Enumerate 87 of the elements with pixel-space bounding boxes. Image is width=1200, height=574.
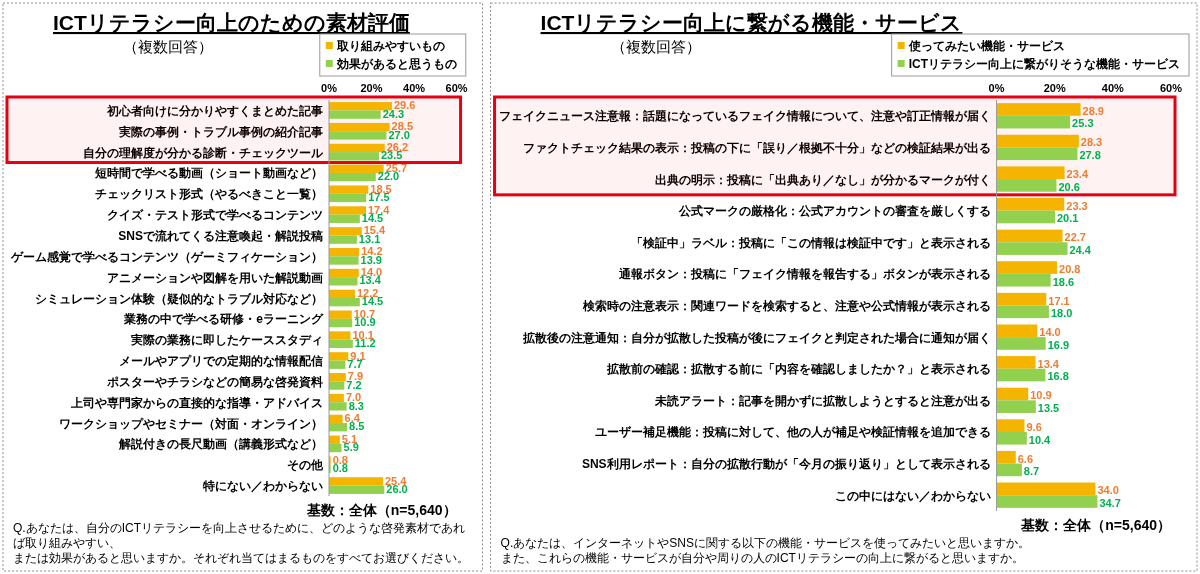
data-label: 6.6 — [1017, 452, 1034, 465]
data-label: 9.1 — [350, 349, 366, 362]
y-tick-label: チェックリスト形式（やるべきこと一覧） — [95, 187, 323, 202]
data-label: 10.9 — [1030, 389, 1052, 402]
data-label: 27.8 — [1079, 149, 1101, 162]
y-tick-label: アニメーションや図解を用いた解説動画 — [107, 270, 323, 285]
text: Q.あなたは、自分のICTリテラシーを向上させるために、どのような啓発素材であれば取り組みやすい、 — [13, 521, 465, 550]
data-label: 28.3 — [1080, 136, 1103, 149]
y-tick-label: 初心者向けに分かりやすくまとめた記事 — [106, 103, 323, 118]
data-label: 14.0 — [1039, 326, 1061, 339]
y-tick-label: ポスターやチラシなどの簡易な啓発資料 — [106, 374, 323, 389]
text: （複数回答） — [610, 38, 701, 55]
text: ICTリテラシー向上に繋がる機能・サービス — [540, 11, 963, 34]
legend-label: ICTリテラシー向上に繋がりそうな機能・サービス — [908, 57, 1180, 71]
y-tick-label: SNSで流れてくる注意喚起・解説投稿 — [118, 228, 323, 243]
data-label: 34.0 — [1097, 484, 1119, 497]
data-label: 15.4 — [363, 224, 387, 237]
y-tick-label: ファクトチェック結果の表示：投稿の下に「誤り／根拠不十分」などの検証結果が出る — [522, 140, 991, 155]
y-tick-label: 解説付きの長尺動画（講義形式など） — [118, 437, 323, 452]
data-label: 18.6 — [1052, 275, 1075, 288]
x-tick-label: 0% — [321, 82, 338, 94]
text: または効果があると思いますか。それぞれ当てはまるものをすべてお選びください。 — [13, 551, 469, 565]
data-label: 24.4 — [1069, 243, 1092, 256]
y-tick-label: ユーザー補足機能：投稿に対して、他の人が補足や検証情報を追加できる — [594, 425, 991, 440]
data-label: 18.0 — [1050, 307, 1073, 320]
y-tick-label: メールやアプリでの定期的な情報配信 — [119, 354, 323, 369]
y-tick-label: クイズ・テスト形式で学べるコンテンツ — [107, 208, 323, 223]
legend-label: 取り組みやすいもの — [335, 39, 445, 53]
y-tick-label: 拡散前の確認：拡散する前に「内容を確認しましたか？」と表示される — [605, 362, 991, 377]
data-label: 13.4 — [1037, 357, 1060, 370]
y-tick-label: 「検証中」ラベル：投稿に「この情報は検証中です」と表示される — [630, 235, 991, 250]
y-tick-label: 上司や専門家からの直接的な指導・アドバイス — [70, 395, 323, 410]
data-label: 17.4 — [368, 203, 391, 216]
data-label: 16.8 — [1047, 370, 1069, 383]
text: Q.あなたは、インターネットやSNSに関する以下の機能・サービスを使ってみたいと思いますか。 — [500, 536, 1030, 550]
data-label: 23.4 — [1066, 168, 1089, 181]
data-label: 29.6 — [393, 99, 416, 112]
data-label: 16.9 — [1047, 338, 1070, 351]
x-tick-label: 60% — [1159, 82, 1183, 94]
data-label: 23.3 — [1066, 199, 1088, 212]
y-tick-label: 業務の中で学べる研修・eラーニング — [123, 312, 324, 327]
y-tick-label: ワークショップやセミナー（対面・オンライン） — [59, 416, 323, 431]
x-tick-label: 20% — [1043, 82, 1066, 94]
y-tick-label: 特にない／わからない — [202, 479, 323, 494]
x-tick-label: 0% — [988, 82, 1005, 94]
y-tick-label: 自分の理解度が分かる診断・チェックツール — [83, 145, 324, 160]
y-tick-label: 公式マークの厳格化：公式アカウントの審査を厳しくする — [677, 204, 991, 219]
text: （複数回答） — [123, 38, 213, 55]
data-label: 20.8 — [1059, 262, 1081, 275]
y-tick-label: その他 — [287, 458, 324, 473]
y-tick-label: 拡散後の注意通知：自分が拡散した投稿が後にフェイクと判定された場合に通知が届く — [521, 330, 991, 345]
data-label: 10.4 — [1028, 433, 1052, 446]
y-tick-label: フェイクニュース注意報：話題になっているフェイク情報について、注意や訂正情報が届く — [498, 109, 991, 124]
data-label: 14.2 — [361, 245, 383, 258]
text: 基数：全体（n=5,640） — [305, 502, 457, 518]
y-tick-label: この中にはない／わからない — [834, 488, 991, 503]
y-tick-label: 短時間で学べる動画（ショート動画など） — [94, 166, 323, 181]
text: また、これらの機能・サービスが自分や周りの人のICTリテラシーの向上に繋がると思いますか。 — [500, 551, 1024, 565]
y-tick-label: シミュレーション体験（疑似的なトラブル対応など） — [35, 291, 323, 306]
legend-label: 効果があると思うもの — [335, 57, 457, 71]
x-tick-label: 40% — [1101, 82, 1125, 94]
y-tick-label: 実際の事例・トラブル事例の紹介記事 — [118, 124, 323, 139]
data-label: 28.9 — [1082, 104, 1105, 117]
x-tick-label: 20% — [360, 82, 383, 94]
data-label: 22.7 — [1064, 231, 1086, 244]
text: 基数：全体（n=5,640） — [1020, 517, 1171, 533]
data-label: 7.9 — [347, 370, 364, 383]
x-tick-label: 40% — [403, 82, 426, 94]
y-tick-label: ゲーム感覚で学べるコンテンツ（ゲーミフィケーション） — [10, 249, 323, 264]
legend-label: 使ってみたい機能・サービス — [907, 39, 1065, 53]
data-label: 17.1 — [1048, 294, 1070, 307]
y-tick-label: 出典の明示：投稿に「出典あり／なし」が分かるマークが付く — [654, 172, 991, 187]
y-tick-label: 通報ボタン：投稿に「フェイク情報を報告する」ボタンが表示される — [617, 267, 991, 282]
data-label: 8.7 — [1023, 465, 1040, 478]
y-tick-label: SNS利用レポート：自分の拡散行動が「今月の振り返り」として表示される — [581, 457, 991, 472]
chart-title: ICTリテラシー向上のための素材評価 — [53, 11, 410, 34]
data-label: 25.4 — [385, 474, 408, 487]
data-label: 20.6 — [1058, 180, 1080, 193]
data-label: 20.1 — [1057, 212, 1079, 225]
y-tick-label: 検索時の注意表示：関連ワードを検索すると、注意や公式情報が表示される — [581, 299, 991, 313]
data-label: 34.7 — [1099, 496, 1121, 509]
y-tick-label: 実際の業務に即したケーススタディ — [130, 333, 323, 348]
y-tick-label: 未読アラート：記事を開かずに拡散しようとすると注意が出る — [653, 393, 991, 408]
data-label: 9.6 — [1026, 420, 1042, 433]
data-label: 25.3 — [1072, 117, 1094, 130]
data-label: 13.5 — [1037, 401, 1060, 414]
x-tick-label: 60% — [445, 82, 468, 94]
